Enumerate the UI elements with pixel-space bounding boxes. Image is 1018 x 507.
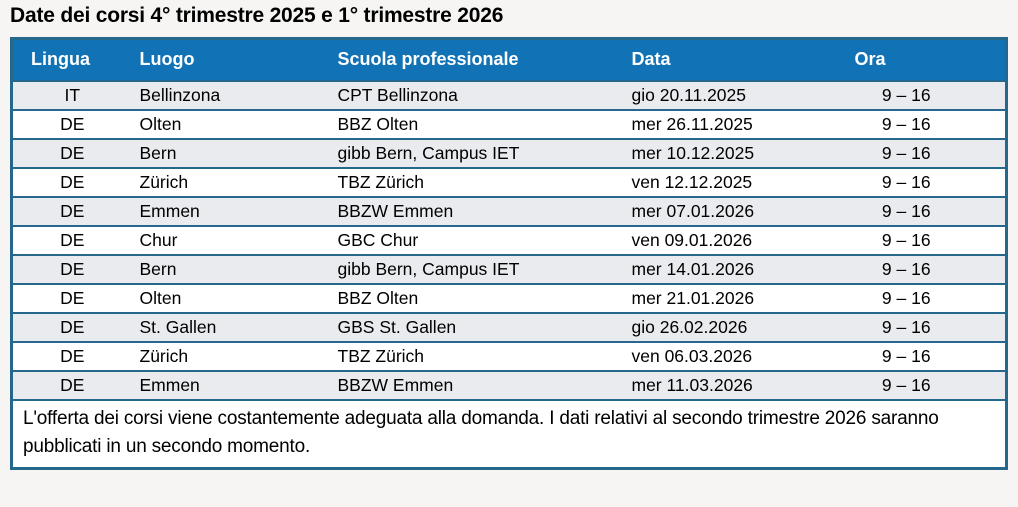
course-dates-table: Lingua Luogo Scuola professionale Data O…	[10, 37, 1008, 470]
column-header-data: Data	[627, 38, 808, 81]
table-cell: BBZ Olten	[329, 108, 628, 139]
table-cell: gio 26.02.2026	[627, 311, 808, 342]
table-cell: DE	[11, 195, 132, 226]
table-cell: DE	[11, 253, 132, 284]
note-row: L'offerta dei corsi viene costantemente …	[11, 398, 1007, 468]
table-cell: DE	[11, 108, 132, 139]
table-cell: Bern	[131, 253, 330, 284]
table-row: DE Emmen BBZW Emmen mer 11.03.2026 9 – 16	[11, 369, 1007, 400]
table-cell: BBZW Emmen	[329, 369, 628, 400]
table-cell: BBZ Olten	[329, 282, 628, 313]
table-row: DE Olten BBZ Olten mer 21.01.2026 9 – 16	[11, 282, 1007, 313]
table-cell: 9 – 16	[807, 311, 1007, 342]
table-cell: Olten	[131, 108, 330, 139]
table-cell: DE	[11, 137, 132, 168]
table-cell: gibb Bern, Campus IET	[329, 253, 628, 284]
table-row: DE Emmen BBZW Emmen mer 07.01.2026 9 – 16	[11, 195, 1007, 226]
table-row: DE Zürich TBZ Zürich ven 06.03.2026 9 – 16	[11, 340, 1007, 371]
table-row: DE Chur GBC Chur ven 09.01.2026 9 – 16	[11, 224, 1007, 255]
table-cell: 9 – 16	[807, 253, 1007, 284]
table-cell: Bellinzona	[131, 79, 330, 110]
table-cell: 9 – 16	[807, 340, 1007, 371]
table-cell: IT	[11, 79, 132, 110]
table-cell: DE	[11, 282, 132, 313]
table-cell: 9 – 16	[807, 137, 1007, 168]
table-cell: ven 12.12.2025	[627, 166, 808, 197]
table-cell: Zürich	[131, 166, 330, 197]
table-row: DE St. Gallen GBS St. Gallen gio 26.02.2026…	[11, 311, 1007, 342]
table-cell: mer 26.11.2025	[627, 108, 808, 139]
table-cell: CPT Bellinzona	[329, 79, 628, 110]
table-cell: Zürich	[131, 340, 330, 371]
table-cell: TBZ Zürich	[329, 166, 628, 197]
table-cell: mer 21.01.2026	[627, 282, 808, 313]
table-row: DE Bern gibb Bern, Campus IET mer 14.01.202…	[11, 253, 1007, 284]
table-cell: mer 14.01.2026	[627, 253, 808, 284]
table-cell: 9 – 16	[807, 108, 1007, 139]
table-cell: ven 06.03.2026	[627, 340, 808, 371]
table-cell: mer 07.01.2026	[627, 195, 808, 226]
table-cell: DE	[11, 311, 132, 342]
table-cell: Olten	[131, 282, 330, 313]
table-cell: mer 10.12.2025	[627, 137, 808, 168]
table-cell: DE	[11, 166, 132, 197]
table-cell: Chur	[131, 224, 330, 255]
note-cell: L'offerta dei corsi viene costantemente …	[11, 398, 1007, 468]
table-cell: Emmen	[131, 369, 330, 400]
table-cell: DE	[11, 369, 132, 400]
table-cell: Emmen	[131, 195, 330, 226]
table-row: DE Bern gibb Bern, Campus IET mer 10.12.202…	[11, 137, 1007, 168]
table-cell: GBS St. Gallen	[329, 311, 628, 342]
page: Date dei corsi 4° trimestre 2025 e 1° tr…	[10, 4, 1008, 470]
table-cell: 9 – 16	[807, 282, 1007, 313]
table-cell: 9 – 16	[807, 224, 1007, 255]
table-cell: gio 20.11.2025	[627, 79, 808, 110]
table-cell: DE	[11, 224, 132, 255]
table-row: IT Bellinzona CPT Bellinzona gio 20.11.2025…	[11, 79, 1007, 110]
table-cell: gibb Bern, Campus IET	[329, 137, 628, 168]
table-cell: St. Gallen	[131, 311, 330, 342]
table-cell: TBZ Zürich	[329, 340, 628, 371]
table-body: IT Bellinzona CPT Bellinzona gio 20.11.2025…	[11, 79, 1007, 400]
table-cell: 9 – 16	[807, 369, 1007, 400]
column-header-ora: Ora	[807, 38, 1007, 81]
table-row: DE Zürich TBZ Zürich ven 12.12.2025 9 – 16	[11, 166, 1007, 197]
table-cell: 9 – 16	[807, 79, 1007, 110]
header-row: Lingua Luogo Scuola professionale Data O…	[11, 38, 1007, 81]
column-header-lingua: Lingua	[11, 38, 132, 81]
table-cell: 9 – 16	[807, 166, 1007, 197]
table-cell: BBZW Emmen	[329, 195, 628, 226]
table-cell: DE	[11, 340, 132, 371]
page-title: Date dei corsi 4° trimestre 2025 e 1° tr…	[10, 4, 504, 27]
table-cell: mer 11.03.2026	[627, 369, 808, 400]
table-note: L'offerta dei corsi viene costantemente …	[23, 407, 939, 457]
column-header-scuola-professionale: Scuola professionale	[329, 38, 628, 81]
table-cell: ven 09.01.2026	[627, 224, 808, 255]
table-cell: GBC Chur	[329, 224, 628, 255]
table-cell: Bern	[131, 137, 330, 168]
table-cell: 9 – 16	[807, 195, 1007, 226]
table-row: DE Olten BBZ Olten mer 26.11.2025 9 – 16	[11, 108, 1007, 139]
column-header-luogo: Luogo	[131, 38, 330, 81]
